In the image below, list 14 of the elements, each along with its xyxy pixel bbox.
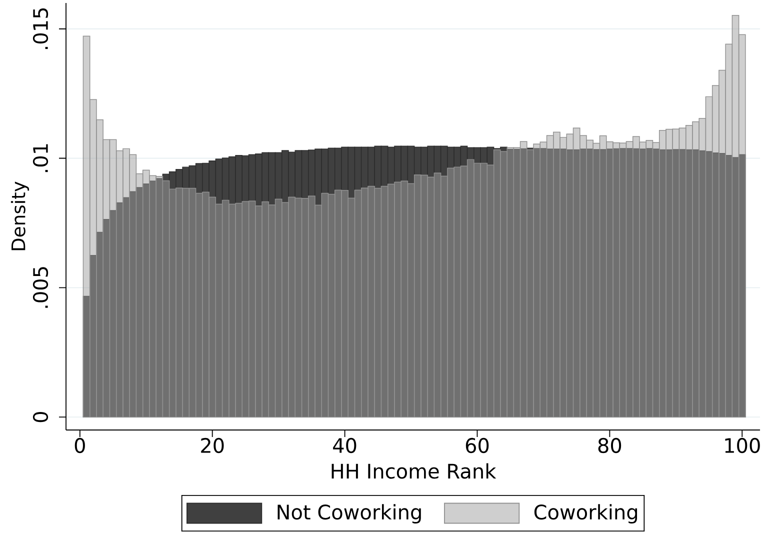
- y-tick-label: .01: [32, 144, 48, 172]
- x-tick-label: 20: [201, 438, 224, 454]
- y-tick-label: 0: [32, 412, 48, 422]
- y-tick-label: .005: [32, 267, 48, 308]
- x-tick-label: 40: [333, 438, 356, 454]
- x-tick-label: 80: [598, 438, 622, 454]
- x-axis-title: HH Income Rank: [332, 463, 496, 479]
- y-axis-title: Density: [10, 182, 30, 250]
- x-tick-label: 60: [466, 438, 489, 454]
- x-tick-label: 100: [725, 438, 760, 454]
- y-tick-label: .015: [32, 8, 48, 50]
- legend-label: Coworking: [534, 504, 638, 524]
- x-tick-label: 0: [74, 438, 85, 454]
- legend-label: Not Coworking: [278, 504, 421, 524]
